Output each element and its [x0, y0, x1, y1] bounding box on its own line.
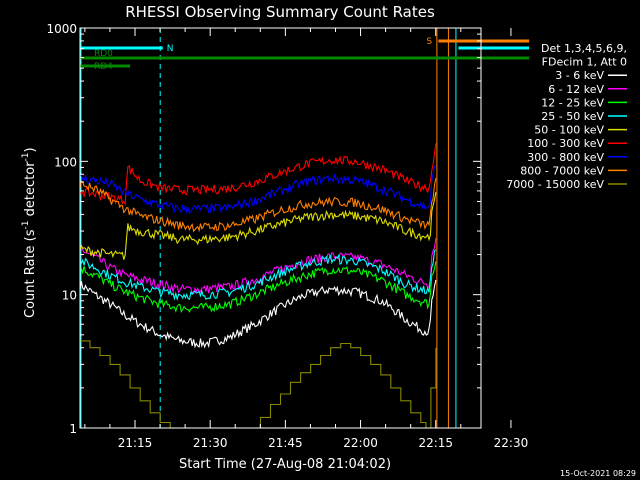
legend-header-0: Det 1,3,4,5,6,9, — [541, 42, 627, 55]
legend-label-5: 100 - 300 keV — [527, 137, 604, 150]
legend-label-8: 7000 - 15000 keV — [506, 178, 604, 191]
legend: Det 1,3,4,5,6,9,FDecim 1, Att 03 - 6 keV… — [506, 42, 627, 191]
chart-title: RHESSI Observing Summary Count Rates — [125, 3, 435, 21]
x-tick-label-4: 22:15 — [418, 436, 453, 450]
flag-label-1: S — [426, 37, 432, 47]
series-line-8 — [80, 340, 437, 428]
series-line-3 — [80, 249, 437, 302]
legend-label-7: 800 - 7000 keV — [520, 164, 604, 177]
y-tick-label-3: 1000 — [46, 22, 77, 36]
flag-label-4: RD4 — [94, 62, 113, 72]
plot-frame — [79, 27, 482, 429]
y-tick-label-1: 10 — [62, 289, 77, 303]
flag-label-0: N — [167, 44, 174, 54]
series-line-1 — [80, 238, 437, 295]
legend-label-1: 6 - 12 keV — [548, 83, 604, 96]
legend-label-0: 3 - 6 keV — [555, 69, 604, 82]
x-tick-label-5: 22:30 — [494, 436, 529, 450]
legend-label-4: 50 - 100 keV — [534, 124, 604, 137]
x-tick-label-3: 22:00 — [343, 436, 378, 450]
y-tick-label-0: 1 — [69, 422, 77, 436]
series-line-6 — [80, 164, 437, 215]
timestamp: 15-Oct-2021 08:29 — [560, 469, 636, 478]
axes: 1 10 100 1000 21:15 21:30 21:45 22:00 22:15 22:30 — [46, 22, 528, 450]
x-axis-label: Start Time (27-Aug-08 21:04:02) — [179, 457, 391, 472]
x-tick-label-0: 21:15 — [118, 436, 153, 450]
series-line-7 — [80, 177, 437, 233]
legend-label-6: 300 - 800 keV — [527, 151, 604, 164]
legend-label-3: 25 - 50 keV — [541, 110, 604, 123]
plot-area: N S RD0 RD4 — [80, 28, 530, 428]
y-axis-label: Count Rate (s-1 detector-1) — [21, 147, 38, 318]
series-line-4 — [80, 192, 437, 260]
y-tick-label-2: 100 — [54, 155, 77, 169]
series-line-0 — [80, 279, 437, 349]
x-tick-label-2: 21:45 — [268, 436, 303, 450]
flag-label-3: RD0 — [94, 49, 113, 59]
x-tick-label-1: 21:30 — [193, 436, 228, 450]
series-line-5 — [80, 143, 437, 206]
legend-label-2: 12 - 25 keV — [541, 96, 604, 109]
series-line-2 — [80, 261, 437, 314]
legend-header-1: FDecim 1, Att 0 — [542, 56, 627, 69]
